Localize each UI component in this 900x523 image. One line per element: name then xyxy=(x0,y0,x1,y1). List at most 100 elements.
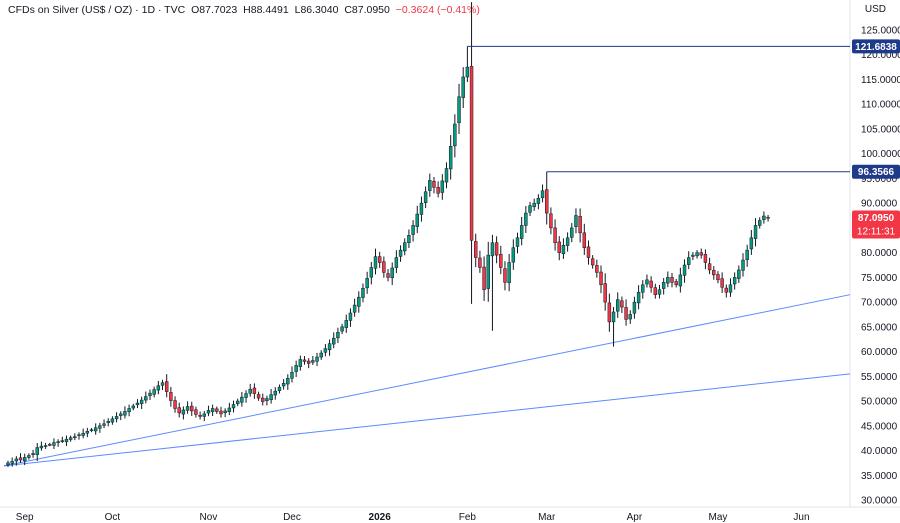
candle-body xyxy=(31,453,35,455)
candle-body xyxy=(14,458,19,462)
candle-body xyxy=(716,274,720,281)
candle-body xyxy=(106,421,110,423)
candle-body xyxy=(35,447,39,455)
candle-body xyxy=(436,187,440,194)
candle-body xyxy=(457,96,461,124)
candle-body xyxy=(294,365,298,372)
candle-body xyxy=(85,430,90,434)
x-tick-label: Feb xyxy=(459,512,477,523)
candle-body xyxy=(444,168,449,183)
candle-body xyxy=(365,278,369,289)
candle-body xyxy=(48,444,52,446)
candle-body xyxy=(749,237,754,250)
candle-body xyxy=(348,312,353,321)
level-label: 96.3566 xyxy=(858,167,895,178)
y-tick-label: 50.0000 xyxy=(861,397,898,408)
x-tick-label: 2026 xyxy=(369,512,392,523)
candle-body xyxy=(215,408,219,412)
y-tick-label: 105.0000 xyxy=(861,124,900,135)
y-tick-label: 70.0000 xyxy=(861,298,898,309)
candle-body xyxy=(110,418,115,423)
candle-body xyxy=(582,232,587,248)
candle-body xyxy=(469,66,474,241)
candle-body xyxy=(202,413,206,417)
candle-body xyxy=(574,215,578,227)
candle-body xyxy=(691,254,695,257)
candle-body xyxy=(687,257,691,265)
candle-body xyxy=(298,359,303,367)
candle-body xyxy=(674,281,678,286)
y-tick-label: 35.0000 xyxy=(861,471,898,482)
candle-body xyxy=(641,284,645,293)
candle-body xyxy=(394,257,399,268)
candle-body xyxy=(390,267,394,279)
candle-body xyxy=(423,191,428,204)
candle-body xyxy=(753,225,758,239)
candle-body xyxy=(77,434,81,436)
candle-body xyxy=(269,394,273,401)
candle-body xyxy=(43,445,48,447)
candle-body xyxy=(156,385,161,391)
candle-body xyxy=(131,405,135,409)
candle-body xyxy=(557,241,561,253)
candle-body xyxy=(678,274,683,287)
y-tick-label: 55.0000 xyxy=(861,372,898,383)
y-tick-label: 60.0000 xyxy=(861,347,898,358)
candle-body xyxy=(319,352,323,358)
candle-body xyxy=(415,213,419,227)
candle-body xyxy=(737,269,741,279)
candle-body xyxy=(173,400,177,409)
candle-body xyxy=(398,249,403,257)
candle-body xyxy=(448,146,453,170)
candle-body xyxy=(661,282,666,289)
candle-body xyxy=(256,394,261,399)
y-tick-label: 120.0000 xyxy=(861,50,900,61)
chart-header: CFDs on Silver (US$ / OZ) · 1D · TVC O87… xyxy=(8,4,483,16)
candle-body xyxy=(68,437,73,440)
candle-body xyxy=(536,197,541,204)
candle-body xyxy=(649,280,653,288)
candle-body xyxy=(440,180,445,193)
currency-label[interactable]: USD xyxy=(864,4,886,15)
candle-body xyxy=(611,311,616,323)
candle-body xyxy=(160,382,165,386)
candle-body xyxy=(599,271,603,286)
y-tick-label: 80.0000 xyxy=(861,248,898,259)
candle-body xyxy=(181,409,186,415)
candle-body xyxy=(177,407,181,414)
candle-body xyxy=(666,277,670,284)
candle-body xyxy=(169,392,173,401)
candle-body xyxy=(219,410,223,415)
candle-body xyxy=(144,396,148,401)
candle-body xyxy=(732,277,737,285)
candle-body xyxy=(81,432,85,436)
symbol-title[interactable]: CFDs on Silver (US$ / OZ) · 1D · TVC xyxy=(8,4,186,16)
candle-body xyxy=(52,442,56,446)
candle-body xyxy=(757,220,762,226)
candle-body xyxy=(135,402,140,406)
level-label-bg xyxy=(852,39,900,54)
candle-body xyxy=(281,382,286,387)
candle-body xyxy=(306,360,311,364)
candle-body xyxy=(432,180,436,188)
candle-body xyxy=(411,225,415,235)
candle-body xyxy=(64,438,69,443)
candle-body xyxy=(98,425,102,429)
y-tick-label: 45.0000 xyxy=(861,421,898,432)
candle-body xyxy=(403,242,407,252)
candle-body xyxy=(565,237,570,246)
candle-body xyxy=(327,343,332,351)
candle-body xyxy=(206,410,211,414)
last-price-label: 87.0950 xyxy=(858,213,895,224)
candle-body xyxy=(10,461,14,464)
x-tick-label: Oct xyxy=(105,512,121,523)
candle-body xyxy=(127,408,131,413)
x-tick-label: Apr xyxy=(627,512,643,523)
candle-body xyxy=(762,215,766,220)
candle-body xyxy=(603,283,607,303)
candle-body xyxy=(198,414,202,417)
candle-body xyxy=(382,261,386,273)
x-tick-label: Jun xyxy=(793,512,809,523)
candle-body xyxy=(361,288,365,298)
